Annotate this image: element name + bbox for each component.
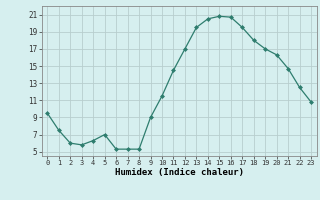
X-axis label: Humidex (Indice chaleur): Humidex (Indice chaleur) [115,168,244,177]
